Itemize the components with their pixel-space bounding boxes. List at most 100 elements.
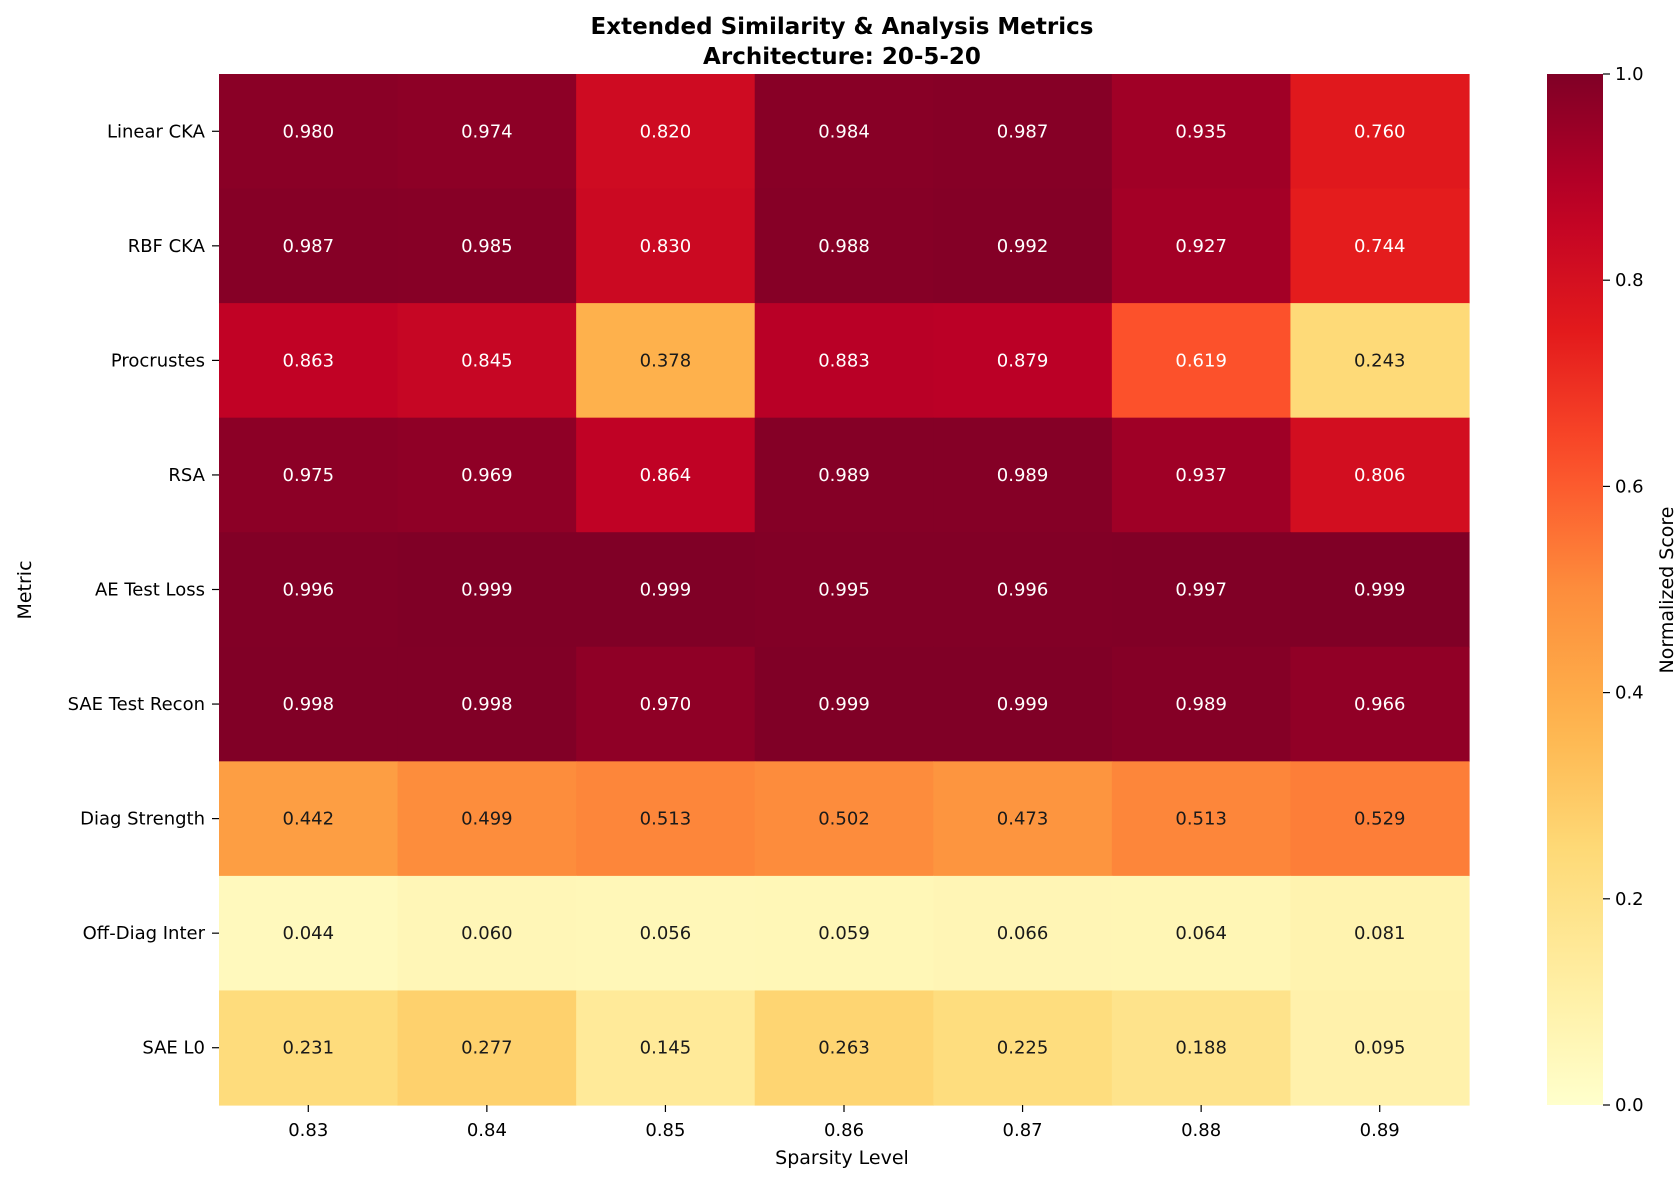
cell-value-label: 0.066 xyxy=(997,923,1049,944)
heatmap-cell xyxy=(754,532,934,648)
cell-value-label: 0.378 xyxy=(640,350,692,371)
heatmap-cell xyxy=(576,532,756,648)
cell-value-label: 0.969 xyxy=(461,465,513,486)
heatmap-cell xyxy=(1111,875,1292,992)
y-tick-label: Procrustes xyxy=(111,350,205,371)
cell-value-label: 0.056 xyxy=(640,923,692,944)
x-axis-label: Sparsity Level xyxy=(775,1147,909,1169)
x-tick-label: 0.86 xyxy=(824,1120,864,1141)
cell-value-label: 0.995 xyxy=(818,580,870,601)
heatmap-cell xyxy=(754,990,934,1106)
heatmap-cell xyxy=(219,761,399,877)
heatmap-cell xyxy=(397,417,577,533)
x-tick-label: 0.83 xyxy=(288,1120,328,1141)
y-tick-label: Diag Strength xyxy=(80,809,205,830)
heatmap-cell xyxy=(397,761,577,877)
cell-value-label: 0.937 xyxy=(1175,465,1227,486)
heatmap-cell xyxy=(1290,990,1470,1106)
heatmap-cell xyxy=(1290,646,1470,762)
cell-value-label: 0.883 xyxy=(818,350,870,371)
heatmap-cell xyxy=(754,74,934,190)
heatmap-cell xyxy=(1290,532,1470,648)
cell-value-label: 0.996 xyxy=(283,580,335,601)
heatmap-cells: 0.980 0.974 0.820 0.984 0.987 0.935 0.760 0.987… xyxy=(219,74,1470,1106)
cell-value-label: 0.619 xyxy=(1175,350,1227,371)
heatmap-cell xyxy=(576,74,756,190)
heatmap-cell xyxy=(219,188,399,304)
heatmap-cell xyxy=(397,303,577,419)
cell-value-label: 0.513 xyxy=(1175,809,1227,830)
y-tick-label: SAE L0 xyxy=(142,1038,205,1059)
cell-value-label: 0.989 xyxy=(1175,694,1227,715)
cell-value-label: 0.863 xyxy=(283,350,335,371)
cell-value-label: 0.980 xyxy=(283,121,335,142)
heatmap-cell xyxy=(576,417,756,533)
colorbar-tick-label: 0.6 xyxy=(1615,476,1644,497)
heatmap-cell xyxy=(754,875,934,992)
heatmap-cell xyxy=(219,990,399,1106)
colorbar-tick-label: 0.2 xyxy=(1615,889,1644,910)
cell-value-label: 0.992 xyxy=(997,236,1049,257)
heatmap-cell xyxy=(576,990,756,1106)
heatmap-cell xyxy=(1111,74,1292,190)
heatmap-cell xyxy=(933,875,1113,992)
cell-value-label: 0.999 xyxy=(997,694,1049,715)
cell-value-label: 0.997 xyxy=(1175,580,1227,601)
heatmap-cell xyxy=(754,188,934,304)
colorbar-tick-label: 0.4 xyxy=(1615,683,1644,704)
cell-value-label: 0.988 xyxy=(818,236,870,257)
heatmap-cell xyxy=(1111,417,1292,533)
colorbar: 0.0 0.2 0.4 0.6 0.8 1.0 xyxy=(1547,64,1644,1116)
heatmap-cell xyxy=(219,646,399,762)
colorbar-tick-label: 0.8 xyxy=(1615,270,1644,291)
heatmap-cell xyxy=(1111,188,1292,304)
colorbar-label: Normalized Score xyxy=(1656,506,1678,673)
heatmap-cell xyxy=(397,74,577,190)
heatmap-cell xyxy=(219,303,399,419)
cell-value-label: 0.064 xyxy=(1175,923,1227,944)
cell-value-label: 0.760 xyxy=(1354,121,1406,142)
heatmap-cell xyxy=(754,417,934,533)
cell-value-label: 0.225 xyxy=(997,1038,1049,1059)
heatmap-cell xyxy=(754,303,934,419)
y-axis: Linear CKA RBF CKA Procrustes RSA AE Test Lo… xyxy=(68,121,219,1059)
cell-value-label: 0.999 xyxy=(818,694,870,715)
heatmap-cell xyxy=(933,646,1113,762)
heatmap-cell xyxy=(397,646,577,762)
heatmap-cell xyxy=(1111,532,1292,648)
heatmap-cell xyxy=(933,74,1113,190)
cell-value-label: 0.231 xyxy=(283,1038,335,1059)
cell-value-label: 0.263 xyxy=(818,1038,870,1059)
cell-value-label: 0.845 xyxy=(461,350,513,371)
x-tick-label: 0.84 xyxy=(467,1120,507,1141)
cell-value-label: 0.529 xyxy=(1354,809,1406,830)
heatmap-cell xyxy=(754,646,934,762)
x-tick-label: 0.85 xyxy=(645,1120,685,1141)
cell-value-label: 0.820 xyxy=(640,121,692,142)
heatmap-cell xyxy=(576,875,756,992)
heatmap-cell xyxy=(933,532,1113,648)
heatmap-cell xyxy=(933,188,1113,304)
cell-value-label: 0.975 xyxy=(283,465,335,486)
cell-value-label: 0.998 xyxy=(283,694,335,715)
heatmap-cell xyxy=(1111,990,1292,1106)
cell-value-label: 0.044 xyxy=(283,923,335,944)
cell-value-label: 0.442 xyxy=(283,809,335,830)
cell-value-label: 0.499 xyxy=(461,809,513,830)
y-axis-label: Metric xyxy=(14,560,36,619)
cell-value-label: 0.985 xyxy=(461,236,513,257)
cell-value-label: 0.987 xyxy=(283,236,335,257)
heatmap-cell xyxy=(754,761,934,877)
cell-value-label: 0.830 xyxy=(640,236,692,257)
cell-value-label: 0.081 xyxy=(1354,923,1406,944)
cell-value-label: 0.060 xyxy=(461,923,513,944)
heatmap-cell xyxy=(219,532,399,648)
heatmap-cell xyxy=(1290,875,1470,992)
chart-subtitle: Architecture: 20-5-20 xyxy=(703,44,981,70)
cell-value-label: 0.999 xyxy=(640,580,692,601)
y-tick-label: Linear CKA xyxy=(107,121,206,142)
y-tick-label: SAE Test Recon xyxy=(68,694,205,715)
cell-value-label: 0.996 xyxy=(997,580,1049,601)
heatmap-cell xyxy=(1290,74,1470,190)
